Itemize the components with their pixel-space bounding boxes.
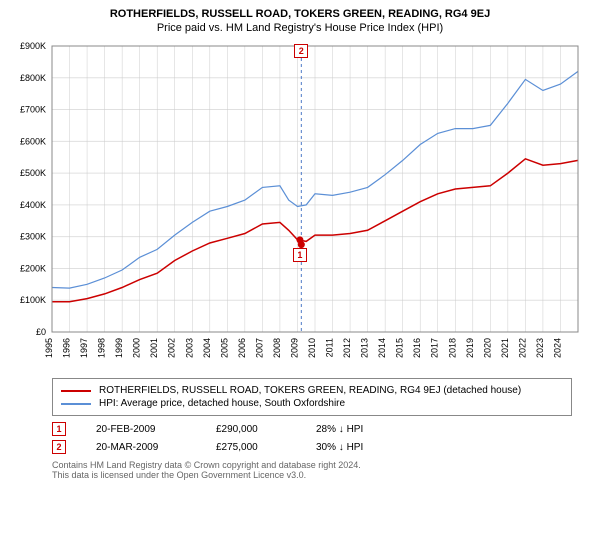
- legend-row: ROTHERFIELDS, RUSSELL ROAD, TOKERS GREEN…: [61, 385, 563, 396]
- price-chart: £0 £100K £200K £300K £400K £500K £600K £700K £80…: [8, 40, 592, 370]
- svg-text:1996: 1996: [62, 338, 72, 358]
- legend: ROTHERFIELDS, RUSSELL ROAD, TOKERS GREEN…: [52, 378, 572, 416]
- svg-text:2009: 2009: [289, 338, 299, 358]
- svg-text:2017: 2017: [430, 338, 440, 358]
- svg-text:2004: 2004: [202, 338, 212, 358]
- svg-text:£800K: £800K: [20, 73, 46, 83]
- legend-swatch: [61, 403, 91, 405]
- svg-text:£200K: £200K: [20, 263, 46, 273]
- svg-text:2013: 2013: [360, 338, 370, 358]
- sale-row: 2 20-MAR-2009 £275,000 30% ↓ HPI: [52, 440, 592, 454]
- sale-delta: 30% ↓ HPI: [316, 442, 363, 453]
- sale-badge: 2: [52, 440, 66, 454]
- legend-row: HPI: Average price, detached house, Sout…: [61, 398, 563, 409]
- svg-text:1995: 1995: [44, 338, 54, 358]
- svg-text:2019: 2019: [465, 338, 475, 358]
- sale-date: 20-MAR-2009: [96, 442, 186, 453]
- svg-text:2024: 2024: [552, 338, 562, 358]
- sale-marker-badge: 1: [293, 248, 307, 262]
- svg-text:1999: 1999: [114, 338, 124, 358]
- chart-title-2: Price paid vs. HM Land Registry's House …: [8, 22, 592, 34]
- svg-text:2014: 2014: [377, 338, 387, 358]
- svg-text:2012: 2012: [342, 338, 352, 358]
- legend-label: HPI: Average price, detached house, Sout…: [99, 398, 345, 409]
- svg-text:2008: 2008: [272, 338, 282, 358]
- svg-text:2020: 2020: [482, 338, 492, 358]
- svg-text:2010: 2010: [307, 338, 317, 358]
- svg-text:2006: 2006: [237, 338, 247, 358]
- sale-date: 20-FEB-2009: [96, 424, 186, 435]
- footer-line-2: This data is licensed under the Open Gov…: [52, 470, 592, 480]
- svg-text:1998: 1998: [97, 338, 107, 358]
- sale-price: £275,000: [216, 442, 286, 453]
- sales-list: 1 20-FEB-2009 £290,000 28% ↓ HPI 2 20-MAR-200…: [8, 422, 592, 454]
- legend-swatch: [61, 390, 91, 392]
- svg-text:2007: 2007: [254, 338, 264, 358]
- svg-text:2005: 2005: [219, 338, 229, 358]
- svg-text:2022: 2022: [517, 338, 527, 358]
- svg-text:1997: 1997: [79, 338, 89, 358]
- svg-text:£0: £0: [36, 327, 46, 337]
- svg-text:£600K: £600K: [20, 136, 46, 146]
- sale-badge: 1: [52, 422, 66, 436]
- sale-row: 1 20-FEB-2009 £290,000 28% ↓ HPI: [52, 422, 592, 436]
- svg-text:£400K: £400K: [20, 200, 46, 210]
- sale-marker-badge: 2: [294, 44, 308, 58]
- chart-container: £0 £100K £200K £300K £400K £500K £600K £700K £80…: [8, 40, 592, 370]
- legend-label: ROTHERFIELDS, RUSSELL ROAD, TOKERS GREEN…: [99, 385, 521, 396]
- svg-text:2001: 2001: [149, 338, 159, 358]
- svg-text:2023: 2023: [535, 338, 545, 358]
- sale-delta: 28% ↓ HPI: [316, 424, 363, 435]
- chart-title-1: ROTHERFIELDS, RUSSELL ROAD, TOKERS GREEN…: [8, 8, 592, 20]
- svg-text:2011: 2011: [325, 338, 335, 357]
- footer-line-1: Contains HM Land Registry data © Crown c…: [52, 460, 592, 470]
- svg-text:£700K: £700K: [20, 105, 46, 115]
- svg-text:2000: 2000: [132, 338, 142, 358]
- svg-text:£300K: £300K: [20, 232, 46, 242]
- svg-text:2002: 2002: [167, 338, 177, 358]
- svg-text:2016: 2016: [412, 338, 422, 358]
- sale-price: £290,000: [216, 424, 286, 435]
- svg-text:2018: 2018: [447, 338, 457, 358]
- svg-text:£500K: £500K: [20, 168, 46, 178]
- svg-text:£100K: £100K: [20, 295, 46, 305]
- svg-text:2003: 2003: [184, 338, 194, 358]
- svg-text:£900K: £900K: [20, 41, 46, 51]
- svg-text:2015: 2015: [395, 338, 405, 358]
- svg-text:2021: 2021: [500, 338, 510, 358]
